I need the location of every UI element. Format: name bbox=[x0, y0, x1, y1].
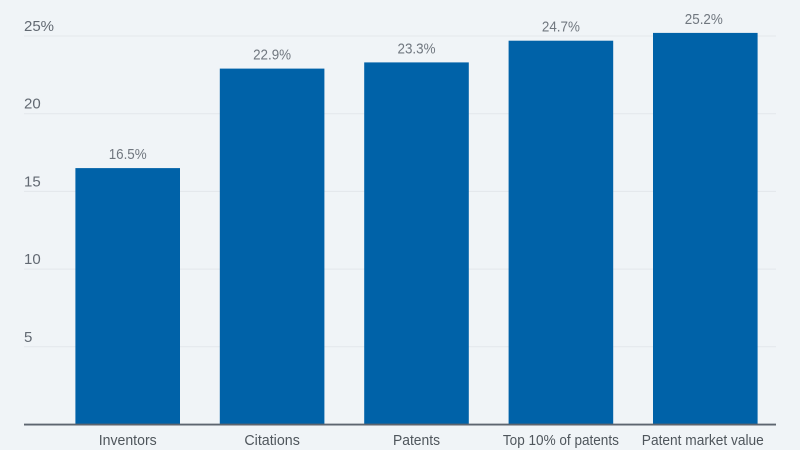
svg-text:22.9%: 22.9% bbox=[253, 47, 291, 64]
svg-text:16.5%: 16.5% bbox=[109, 146, 147, 163]
svg-text:24.7%: 24.7% bbox=[542, 19, 580, 36]
svg-text:Patents: Patents bbox=[393, 432, 440, 449]
svg-text:25%: 25% bbox=[24, 18, 54, 35]
svg-text:5: 5 bbox=[24, 329, 32, 346]
svg-text:23.3%: 23.3% bbox=[398, 40, 436, 57]
svg-text:Top 10% of patents: Top 10% of patents bbox=[503, 432, 619, 449]
svg-text:15: 15 bbox=[24, 173, 41, 190]
svg-text:10: 10 bbox=[24, 251, 41, 268]
svg-text:20: 20 bbox=[24, 96, 41, 113]
svg-text:Citations: Citations bbox=[244, 432, 300, 449]
svg-text:Inventors: Inventors bbox=[99, 432, 157, 449]
svg-text:25.2%: 25.2% bbox=[685, 11, 723, 28]
svg-text:Patent market value: Patent market value bbox=[642, 432, 764, 449]
